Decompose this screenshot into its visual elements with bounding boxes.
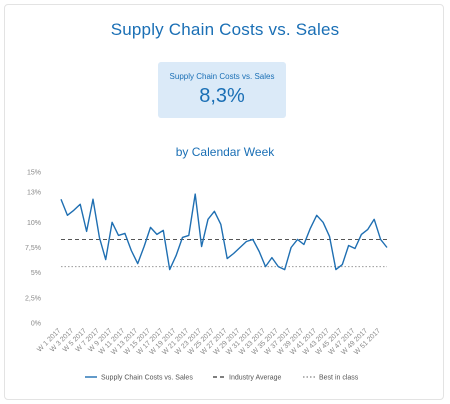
y-tick-label: 5% bbox=[31, 270, 41, 277]
y-tick-label: 2,5% bbox=[25, 295, 41, 302]
kpi-value: 8,3% bbox=[199, 85, 245, 107]
y-tick-label: 15% bbox=[27, 170, 41, 177]
legend-item-series-label: Supply Chain Costs vs. Sales bbox=[101, 375, 193, 382]
supply-chain-costs-series-line bbox=[60, 193, 388, 271]
legend-item-industry-average-label: Industry Average bbox=[229, 375, 282, 382]
y-tick-label: 7,5% bbox=[25, 245, 41, 252]
kpi-box: Supply Chain Costs vs. Sales 8,3% bbox=[158, 62, 286, 118]
y-tick-label: 13% bbox=[27, 190, 41, 197]
y-tick-label: 10% bbox=[27, 220, 41, 227]
y-tick-label: 0% bbox=[31, 321, 41, 328]
chart-subtitle: by Calendar Week bbox=[175, 145, 275, 159]
kpi-label: Supply Chain Costs vs. Sales bbox=[169, 72, 275, 81]
dashboard-title: Supply Chain Costs vs. Sales bbox=[110, 20, 340, 39]
legend-item-best-in-class-label: Best in class bbox=[319, 375, 359, 382]
